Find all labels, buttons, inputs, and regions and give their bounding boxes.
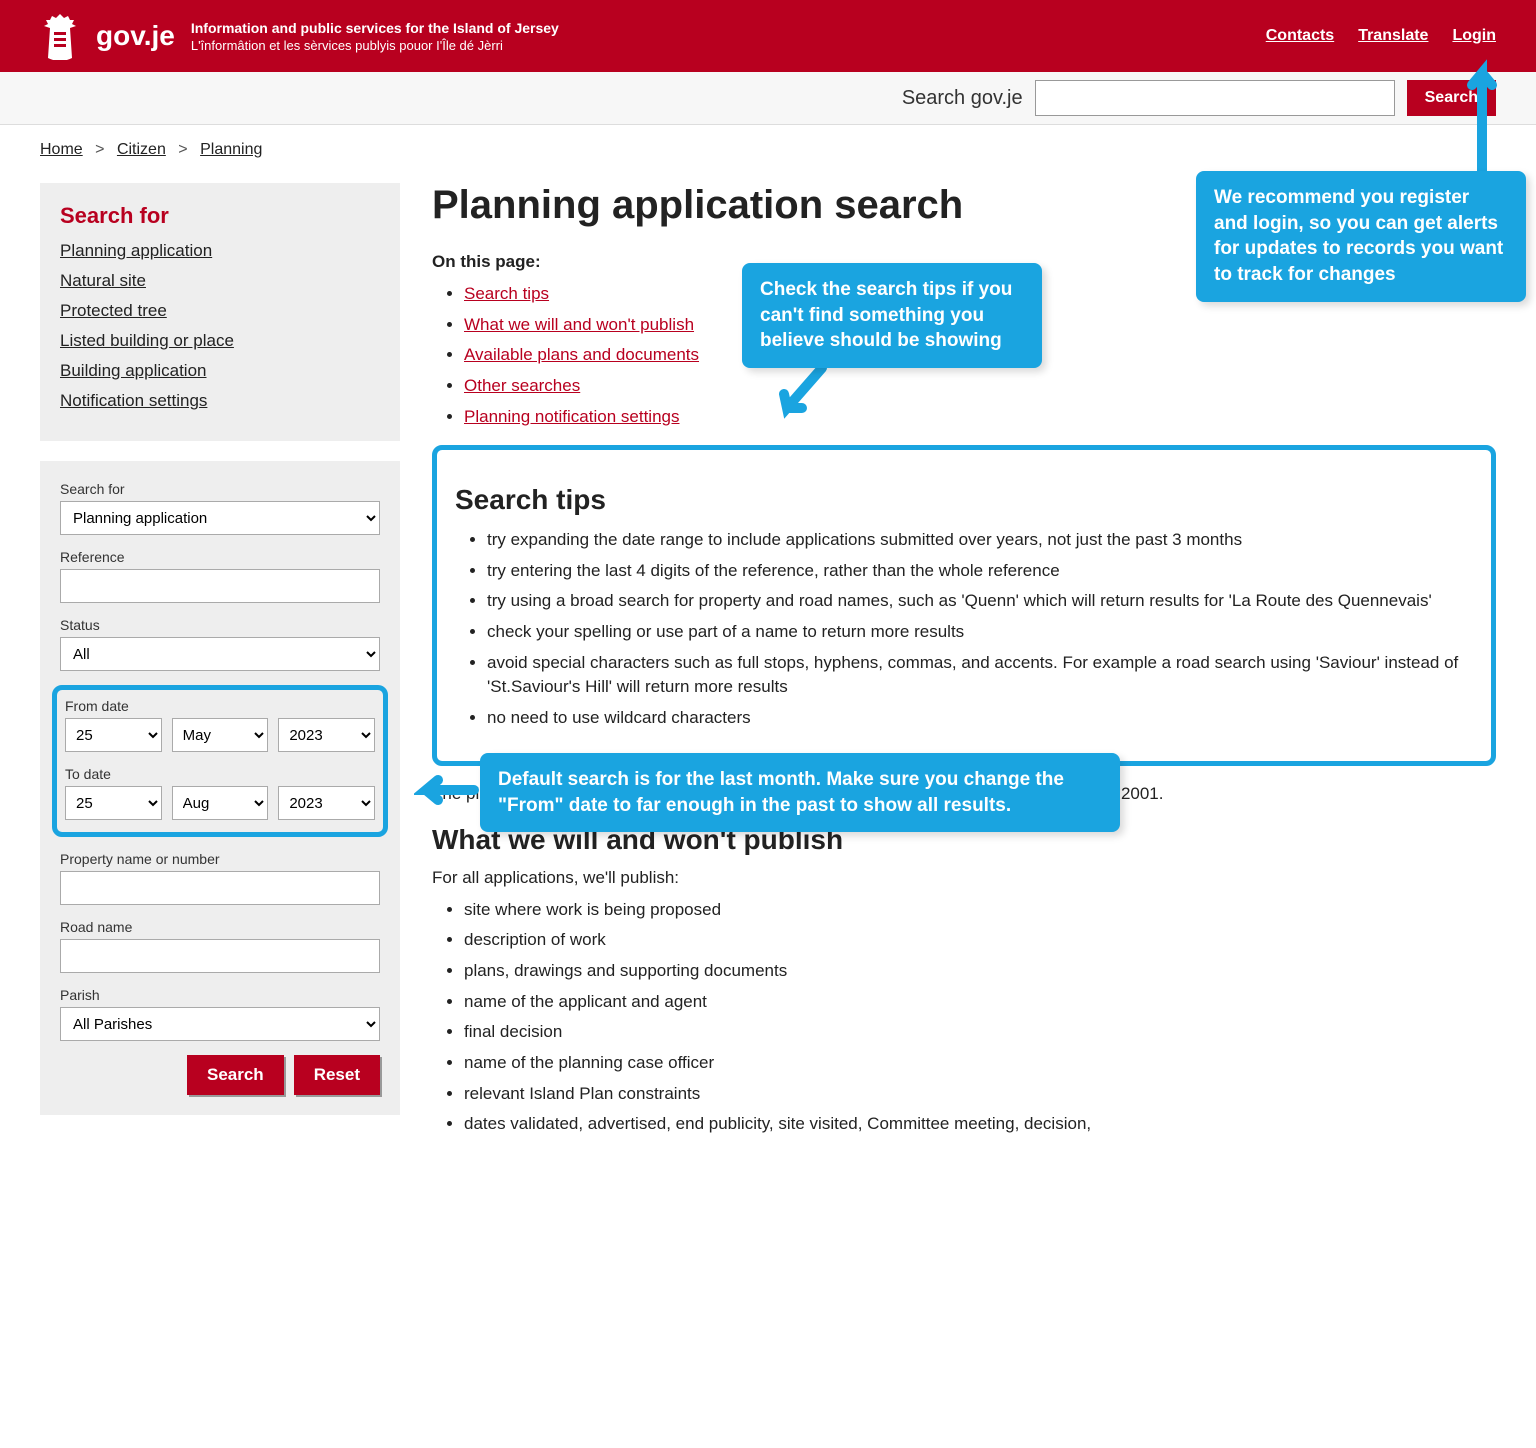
main-content: Planning application search On this page…: [432, 183, 1496, 1153]
publish-item: site where work is being proposed: [464, 898, 1496, 923]
tagline-en: Information and public services for the …: [191, 19, 559, 39]
crumb-home[interactable]: Home: [40, 141, 83, 158]
toc-plans[interactable]: Available plans and documents: [464, 345, 699, 364]
tip-item: no need to use wildcard characters: [487, 706, 1473, 731]
to-day-select[interactable]: 25: [65, 786, 162, 820]
crest-icon: [40, 12, 80, 60]
toc-other[interactable]: Other searches: [464, 376, 580, 395]
tip-item: check your spelling or use part of a nam…: [487, 620, 1473, 645]
search-for-title: Search for: [60, 203, 380, 229]
brand-text: gov.je: [96, 20, 175, 52]
search-tips-box: Search tips try expanding the date range…: [432, 445, 1496, 765]
road-input[interactable]: [60, 939, 380, 973]
translate-link[interactable]: Translate: [1358, 27, 1428, 45]
arrow-to-tips-icon: [772, 358, 842, 428]
breadcrumb: Home > Citizen > Planning: [0, 125, 1536, 175]
property-label: Property name or number: [60, 851, 380, 867]
tip-item: try using a broad search for property an…: [487, 589, 1473, 614]
callout-login: We recommend you register and login, so …: [1196, 171, 1526, 302]
search-bar-label: Search gov.je: [902, 87, 1023, 110]
toc-publish[interactable]: What we will and won't publish: [464, 315, 694, 334]
crumb-citizen[interactable]: Citizen: [117, 141, 166, 158]
sidebar: Search for Planning application Natural …: [40, 183, 400, 1135]
nav-notif-settings[interactable]: Notification settings: [60, 391, 207, 410]
crumb-sep: >: [178, 141, 187, 158]
parish-select[interactable]: All Parishes: [60, 1007, 380, 1041]
publish-item: description of work: [464, 928, 1496, 953]
parish-label: Parish: [60, 987, 380, 1003]
publish-intro: For all applications, we'll publish:: [432, 868, 1496, 888]
site-header: gov.je Information and public services f…: [0, 0, 1536, 72]
arrow-to-login-icon: [1452, 53, 1512, 183]
search-for-nav: Search for Planning application Natural …: [40, 183, 400, 441]
header-brand-block: gov.je Information and public services f…: [40, 12, 559, 60]
search-bar: Search gov.je Search: [0, 72, 1536, 125]
crumb-planning[interactable]: Planning: [200, 141, 262, 158]
publish-item: name of the applicant and agent: [464, 990, 1496, 1015]
tagline-fr: L'înformâtion et les sèrvices publyis po…: [191, 38, 559, 53]
reference-label: Reference: [60, 549, 380, 565]
search-button[interactable]: Search: [187, 1055, 284, 1095]
status-label: Status: [60, 617, 380, 633]
login-link[interactable]: Login: [1452, 27, 1496, 45]
header-links: Contacts Translate Login: [1266, 27, 1496, 45]
nav-planning-app[interactable]: Planning application: [60, 241, 212, 260]
toc-notif[interactable]: Planning notification settings: [464, 407, 679, 426]
from-day-select[interactable]: 25: [65, 718, 162, 752]
property-input[interactable]: [60, 871, 380, 905]
crumb-sep: >: [95, 141, 104, 158]
arrow-to-date-icon: [414, 770, 484, 810]
tip-item: try expanding the date range to include …: [487, 528, 1473, 553]
toc-search-tips[interactable]: Search tips: [464, 284, 549, 303]
to-date-label: To date: [65, 766, 375, 782]
search-for-select[interactable]: Planning application: [60, 501, 380, 535]
contacts-link[interactable]: Contacts: [1266, 27, 1334, 45]
site-search-input[interactable]: [1035, 80, 1395, 116]
to-month-select[interactable]: Aug: [172, 786, 269, 820]
nav-building-app[interactable]: Building application: [60, 361, 207, 380]
callout-date: Default search is for the last month. Ma…: [480, 753, 1120, 832]
publish-item: relevant Island Plan constraints: [464, 1082, 1496, 1107]
publish-item: plans, drawings and supporting documents: [464, 959, 1496, 984]
to-year-select[interactable]: 2023: [278, 786, 375, 820]
reset-button[interactable]: Reset: [294, 1055, 380, 1095]
nav-listed-building[interactable]: Listed building or place: [60, 331, 234, 350]
nav-protected-tree[interactable]: Protected tree: [60, 301, 167, 320]
road-label: Road name: [60, 919, 380, 935]
search-form: Search for Planning application Referenc…: [40, 461, 400, 1115]
nav-natural-site[interactable]: Natural site: [60, 271, 146, 290]
tip-item: try entering the last 4 digits of the re…: [487, 559, 1473, 584]
date-range-highlight: From date 25 May 2023 To date 25 Aug 202…: [52, 685, 388, 837]
publish-item: final decision: [464, 1020, 1496, 1045]
publish-item: name of the planning case officer: [464, 1051, 1496, 1076]
search-for-label: Search for: [60, 481, 380, 497]
status-select[interactable]: All: [60, 637, 380, 671]
reference-input[interactable]: [60, 569, 380, 603]
tip-item: avoid special characters such as full st…: [487, 651, 1473, 700]
from-year-select[interactable]: 2023: [278, 718, 375, 752]
from-month-select[interactable]: May: [172, 718, 269, 752]
from-date-label: From date: [65, 698, 375, 714]
publish-item: dates validated, advertised, end publici…: [464, 1112, 1496, 1137]
callout-tips: Check the search tips if you can't find …: [742, 263, 1042, 368]
search-tips-heading: Search tips: [455, 484, 1473, 516]
